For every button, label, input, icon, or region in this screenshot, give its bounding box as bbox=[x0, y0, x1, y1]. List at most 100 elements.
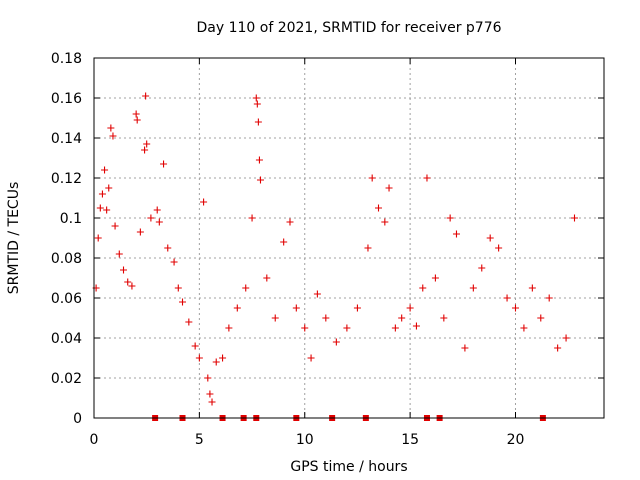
y-tick-label: 0 bbox=[73, 411, 82, 427]
data-point bbox=[286, 218, 294, 226]
y-tick-label: 0.16 bbox=[51, 91, 82, 107]
data-point bbox=[120, 266, 128, 274]
data-point bbox=[313, 290, 321, 298]
data-point bbox=[208, 398, 216, 406]
data-point bbox=[364, 244, 372, 252]
chart-title: Day 110 of 2021, SRMTID for receiver p77… bbox=[196, 20, 501, 36]
data-point bbox=[255, 156, 263, 164]
y-axis-label: SRMTID / TECUs bbox=[6, 182, 22, 295]
data-point bbox=[375, 204, 383, 212]
data-point bbox=[254, 118, 262, 126]
data-point bbox=[98, 190, 106, 198]
data-point bbox=[136, 228, 144, 236]
data-point bbox=[96, 204, 104, 212]
data-point bbox=[105, 184, 113, 192]
data-point bbox=[503, 294, 511, 302]
data-point bbox=[195, 354, 203, 362]
data-point bbox=[164, 244, 172, 252]
data-point bbox=[570, 214, 578, 222]
data-point bbox=[174, 284, 182, 292]
data-point bbox=[412, 322, 420, 330]
data-point bbox=[101, 166, 109, 174]
data-point bbox=[143, 140, 151, 148]
data-point bbox=[307, 354, 315, 362]
data-point bbox=[128, 282, 136, 290]
data-point bbox=[109, 132, 117, 140]
y-tick-label: 0.08 bbox=[51, 251, 82, 267]
data-point bbox=[103, 206, 111, 214]
data-point bbox=[332, 338, 340, 346]
y-tick-label: 0.18 bbox=[51, 51, 82, 67]
data-point bbox=[554, 344, 562, 352]
y-tick-label: 0.02 bbox=[51, 371, 82, 387]
data-point bbox=[398, 314, 406, 322]
y-tick-label: 0.04 bbox=[51, 331, 82, 347]
data-points bbox=[92, 92, 578, 421]
data-point bbox=[452, 230, 460, 238]
data-point bbox=[271, 314, 279, 322]
y-tick-labels: 0 0.02 0.04 0.06 0.08 0.1 0.12 0.14 0.16 0.18 bbox=[51, 51, 82, 427]
data-point bbox=[153, 206, 161, 214]
data-point bbox=[115, 250, 123, 258]
data-point bbox=[423, 174, 431, 182]
data-point bbox=[111, 222, 119, 230]
data-point bbox=[179, 298, 187, 306]
data-point bbox=[562, 334, 570, 342]
x-tick-label: 5 bbox=[195, 432, 204, 448]
data-point bbox=[368, 174, 376, 182]
data-point bbox=[385, 184, 393, 192]
data-point bbox=[200, 198, 208, 206]
data-point bbox=[155, 218, 163, 226]
data-point bbox=[253, 100, 261, 108]
data-point bbox=[263, 274, 271, 282]
data-point bbox=[469, 284, 477, 292]
data-point bbox=[486, 234, 494, 242]
data-point bbox=[528, 284, 536, 292]
data-point bbox=[147, 214, 155, 222]
data-point bbox=[204, 374, 212, 382]
data-point bbox=[185, 318, 193, 326]
data-point bbox=[446, 214, 454, 222]
data-point bbox=[419, 284, 427, 292]
data-point bbox=[248, 214, 256, 222]
data-point bbox=[292, 304, 300, 312]
data-point bbox=[511, 304, 519, 312]
data-point bbox=[431, 274, 439, 282]
data-point bbox=[124, 278, 132, 286]
data-point bbox=[406, 304, 414, 312]
data-point bbox=[206, 390, 214, 398]
x-tick-label: 15 bbox=[401, 432, 419, 448]
data-point bbox=[461, 344, 469, 352]
data-point bbox=[94, 234, 102, 242]
data-point bbox=[391, 324, 399, 332]
data-point bbox=[212, 358, 220, 366]
x-axis-label: GPS time / hours bbox=[290, 459, 407, 475]
data-point bbox=[322, 314, 330, 322]
data-point bbox=[440, 314, 448, 322]
data-point bbox=[495, 244, 503, 252]
data-point bbox=[141, 146, 149, 154]
y-tick-label: 0.1 bbox=[60, 211, 82, 227]
data-point bbox=[353, 304, 361, 312]
x-tick-labels: 0 5 10 15 20 bbox=[90, 432, 525, 448]
data-point bbox=[280, 238, 288, 246]
x-tick-label: 10 bbox=[296, 432, 314, 448]
data-point bbox=[301, 324, 309, 332]
gridlines bbox=[94, 58, 604, 418]
data-point bbox=[381, 218, 389, 226]
data-point bbox=[343, 324, 351, 332]
plot-frame bbox=[93, 57, 605, 419]
data-point bbox=[133, 116, 141, 124]
data-point bbox=[132, 110, 140, 118]
data-point bbox=[256, 176, 264, 184]
data-point bbox=[219, 354, 227, 362]
y-tick-label: 0.12 bbox=[51, 171, 82, 187]
x-tick-label: 20 bbox=[507, 432, 525, 448]
data-point bbox=[242, 284, 250, 292]
y-tick-label: 0.06 bbox=[51, 291, 82, 307]
data-point bbox=[545, 294, 553, 302]
axis-ticks bbox=[93, 57, 604, 419]
data-point bbox=[170, 258, 178, 266]
data-point bbox=[252, 94, 260, 102]
